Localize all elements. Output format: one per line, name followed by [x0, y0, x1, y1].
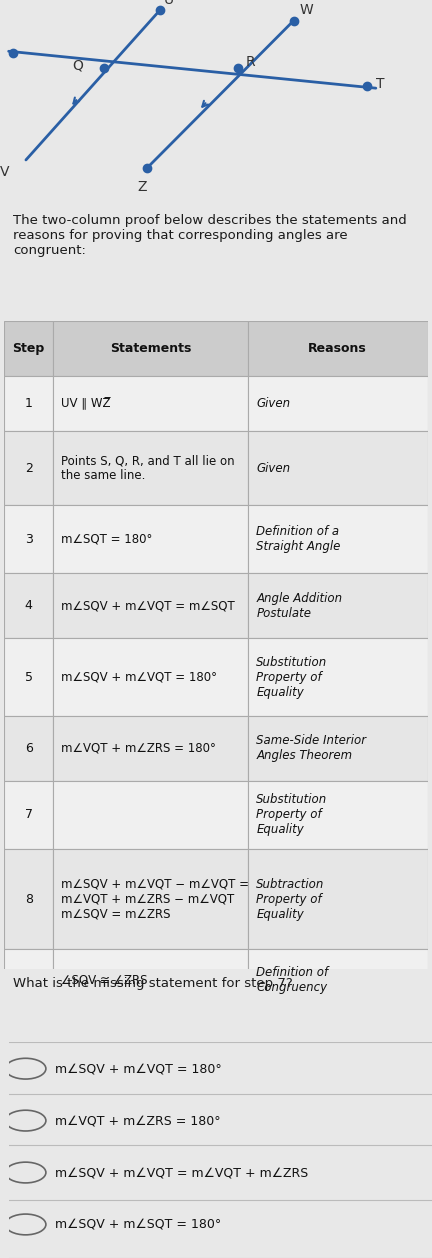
- Text: Statements: Statements: [110, 342, 191, 355]
- Text: m∠SQV + m∠VQT = m∠VQT + m∠ZRS: m∠SQV + m∠VQT = m∠VQT + m∠ZRS: [55, 1166, 308, 1179]
- Text: m∠SQT = 180°: m∠SQT = 180°: [61, 533, 153, 546]
- Bar: [248, 321, 428, 376]
- Bar: [248, 431, 428, 506]
- Text: m∠SQV + m∠VQT = 180°: m∠SQV + m∠VQT = 180°: [61, 671, 217, 683]
- Bar: [53, 321, 248, 376]
- Bar: [4, 716, 53, 781]
- Text: m∠VQT + m∠ZRS = 180°: m∠VQT + m∠ZRS = 180°: [55, 1115, 221, 1127]
- Text: U: U: [163, 0, 174, 8]
- Text: m∠SQV + m∠VQT − m∠VQT =
m∠VQT + m∠ZRS − m∠VQT
m∠SQV = m∠ZRS: m∠SQV + m∠VQT − m∠VQT = m∠VQT + m∠ZRS − …: [61, 878, 249, 921]
- Text: m∠SQV + m∠SQT = 180°: m∠SQV + m∠SQT = 180°: [55, 1218, 222, 1232]
- Bar: [4, 781, 53, 849]
- Text: Definition of
Congruency: Definition of Congruency: [256, 966, 328, 994]
- Text: Same-Side Interior
Angles Theorem: Same-Side Interior Angles Theorem: [256, 735, 366, 762]
- Bar: [248, 638, 428, 716]
- Bar: [4, 506, 53, 574]
- Text: What is the missing statement for step 7?: What is the missing statement for step 7…: [13, 977, 293, 990]
- Text: Substitution
Property of
Equality: Substitution Property of Equality: [256, 655, 327, 698]
- Text: Q: Q: [72, 59, 83, 73]
- Bar: [4, 321, 53, 376]
- Bar: [248, 950, 428, 1010]
- Text: 3: 3: [25, 533, 32, 546]
- Bar: [4, 376, 53, 431]
- Bar: [53, 781, 248, 849]
- Text: 8: 8: [25, 892, 33, 906]
- Bar: [53, 431, 248, 506]
- Text: m∠SQV + m∠VQT = 180°: m∠SQV + m∠VQT = 180°: [55, 1062, 222, 1076]
- Text: Z: Z: [138, 180, 147, 194]
- Text: 1: 1: [25, 396, 32, 410]
- Text: Substitution
Property of
Equality: Substitution Property of Equality: [256, 794, 327, 837]
- Text: The two-column proof below describes the statements and
reasons for proving that: The two-column proof below describes the…: [13, 214, 407, 257]
- Bar: [53, 950, 248, 1010]
- Text: Subtraction
Property of
Equality: Subtraction Property of Equality: [256, 878, 324, 921]
- Bar: [53, 716, 248, 781]
- Bar: [4, 950, 53, 1010]
- Text: Angle Addition
Postulate: Angle Addition Postulate: [256, 591, 342, 620]
- Text: Definition of a
Straight Angle: Definition of a Straight Angle: [256, 526, 340, 554]
- Text: m∠VQT + m∠ZRS = 180°: m∠VQT + m∠ZRS = 180°: [61, 742, 216, 755]
- Bar: [53, 574, 248, 638]
- Bar: [248, 376, 428, 431]
- Text: Points S, Q, R, and T all lie on
the same line.: Points S, Q, R, and T all lie on the sam…: [61, 454, 235, 482]
- Text: 6: 6: [25, 742, 32, 755]
- Bar: [4, 849, 53, 950]
- Bar: [53, 638, 248, 716]
- Text: Given: Given: [256, 396, 290, 410]
- Text: m∠SQV + m∠VQT = m∠SQT: m∠SQV + m∠VQT = m∠SQT: [61, 599, 235, 613]
- Bar: [4, 431, 53, 506]
- Bar: [53, 506, 248, 574]
- Bar: [248, 781, 428, 849]
- Text: V: V: [0, 165, 9, 179]
- Text: 4: 4: [25, 599, 32, 613]
- Text: R: R: [246, 54, 255, 68]
- Bar: [4, 574, 53, 638]
- Text: 5: 5: [25, 671, 33, 683]
- Text: W: W: [300, 4, 314, 18]
- Text: 7: 7: [25, 809, 33, 821]
- Bar: [248, 574, 428, 638]
- Text: Given: Given: [256, 462, 290, 474]
- Bar: [248, 506, 428, 574]
- Bar: [53, 376, 248, 431]
- Text: T: T: [376, 77, 384, 91]
- Text: Reasons: Reasons: [308, 342, 367, 355]
- Bar: [4, 638, 53, 716]
- Bar: [248, 849, 428, 950]
- Text: 2: 2: [25, 462, 32, 474]
- Text: UV ∥ WZ̅: UV ∥ WZ̅: [61, 396, 111, 410]
- Text: ∠SQV ≅ ∠ZRS: ∠SQV ≅ ∠ZRS: [61, 974, 148, 986]
- Bar: [53, 849, 248, 950]
- Bar: [248, 716, 428, 781]
- Text: Step: Step: [13, 342, 45, 355]
